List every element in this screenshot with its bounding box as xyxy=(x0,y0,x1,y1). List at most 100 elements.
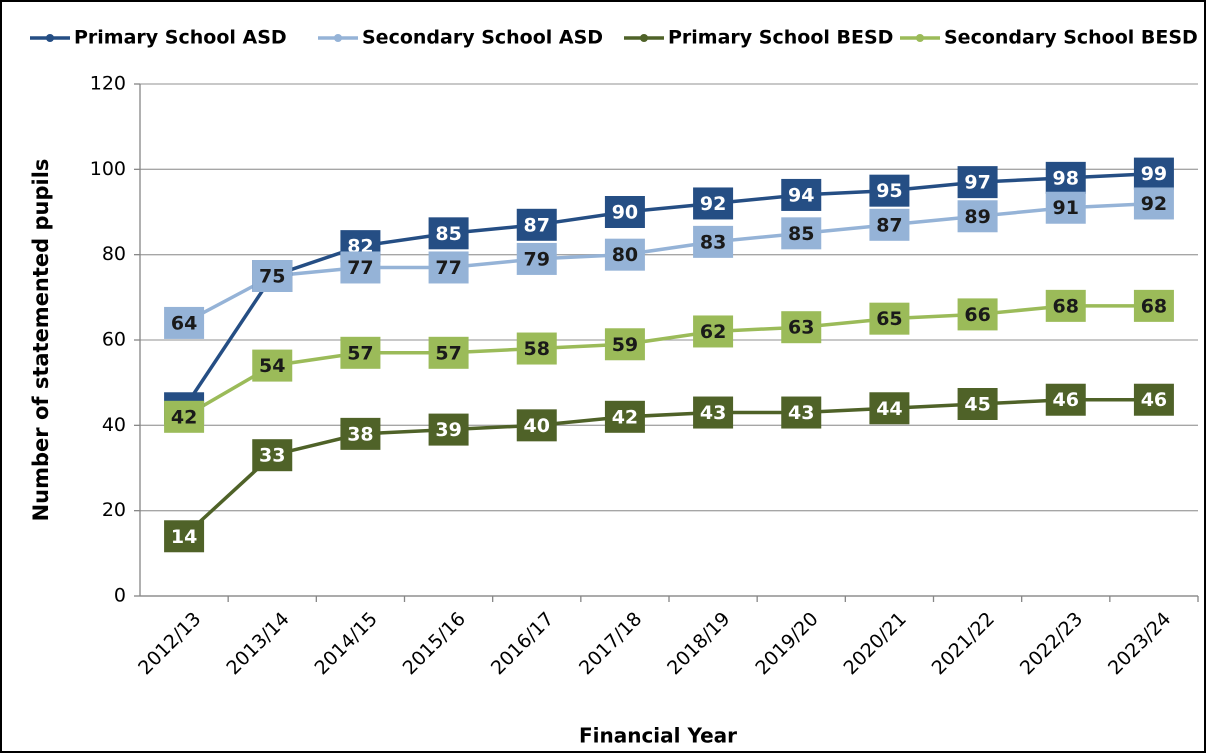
data-marker xyxy=(252,439,293,472)
data-marker xyxy=(428,217,469,250)
data-label: 85 xyxy=(788,223,814,245)
data-marker xyxy=(164,306,205,339)
data-label: 63 xyxy=(788,317,814,339)
data-label: 90 xyxy=(612,202,638,224)
data-marker xyxy=(516,332,557,365)
data-label: 79 xyxy=(524,248,550,270)
data-label: 44 xyxy=(876,398,902,420)
data-marker xyxy=(1045,383,1086,416)
data-label: 92 xyxy=(700,193,726,215)
data-marker xyxy=(869,392,910,425)
legend-label: Primary School ASD xyxy=(74,27,287,49)
data-marker xyxy=(340,336,381,369)
data-label: 46 xyxy=(1141,389,1167,411)
data-marker xyxy=(428,413,469,446)
data-marker xyxy=(693,187,734,220)
data-label: 95 xyxy=(876,180,902,202)
data-marker xyxy=(252,349,293,382)
data-marker xyxy=(957,388,998,420)
data-label: 33 xyxy=(259,445,285,467)
data-marker xyxy=(164,520,205,553)
y-tick-label: 40 xyxy=(102,414,126,436)
y-tick-label: 80 xyxy=(102,243,126,265)
data-marker xyxy=(164,400,205,433)
data-marker xyxy=(1133,289,1174,322)
data-marker xyxy=(1133,383,1174,416)
data-label: 92 xyxy=(1141,193,1167,215)
data-label: 59 xyxy=(612,334,638,356)
data-marker xyxy=(604,328,645,361)
data-marker xyxy=(516,409,557,442)
data-marker xyxy=(1045,289,1086,322)
data-marker xyxy=(340,417,381,450)
data-label: 98 xyxy=(1053,167,1079,189)
data-marker xyxy=(869,208,910,241)
data-label: 99 xyxy=(1141,163,1167,185)
data-label: 91 xyxy=(1053,197,1079,219)
data-label: 77 xyxy=(347,257,373,279)
y-tick-label: 120 xyxy=(90,73,126,95)
data-label: 54 xyxy=(259,355,285,377)
legend-marker xyxy=(46,34,54,42)
data-label: 46 xyxy=(1053,389,1079,411)
data-marker xyxy=(957,166,998,199)
data-label: 45 xyxy=(964,394,990,416)
data-marker xyxy=(604,196,645,228)
data-marker xyxy=(957,298,998,331)
data-marker xyxy=(869,302,910,335)
legend-marker xyxy=(334,34,342,42)
data-marker xyxy=(428,336,469,369)
data-marker xyxy=(1045,161,1086,194)
data-label: 42 xyxy=(612,406,638,428)
data-label: 40 xyxy=(524,415,550,437)
data-marker xyxy=(781,178,822,211)
legend-marker xyxy=(640,34,648,42)
data-label: 58 xyxy=(524,338,550,360)
data-marker xyxy=(693,225,734,258)
data-label: 68 xyxy=(1141,295,1167,317)
data-label: 80 xyxy=(612,244,638,266)
data-label: 43 xyxy=(788,402,814,424)
data-label: 43 xyxy=(700,402,726,424)
data-label: 68 xyxy=(1053,295,1079,317)
data-label: 14 xyxy=(171,526,197,548)
legend-marker xyxy=(916,34,924,42)
data-label: 57 xyxy=(347,342,373,364)
data-marker xyxy=(604,238,645,271)
y-tick-label: 20 xyxy=(102,499,126,521)
data-marker xyxy=(781,396,822,429)
data-marker xyxy=(428,251,469,284)
data-label: 87 xyxy=(524,214,550,236)
x-axis-title: Financial Year xyxy=(579,724,737,748)
data-label: 75 xyxy=(259,266,285,288)
y-axis-title: Number of statemented pupils xyxy=(29,159,53,522)
data-label: 97 xyxy=(964,172,990,194)
data-marker xyxy=(781,217,822,250)
data-marker xyxy=(693,315,734,348)
data-label: 77 xyxy=(435,257,461,279)
data-marker xyxy=(1133,187,1174,220)
data-marker xyxy=(1045,191,1086,224)
legend-label: Primary School BESD xyxy=(668,27,893,49)
data-marker xyxy=(693,396,734,429)
data-label: 94 xyxy=(788,184,814,206)
data-marker xyxy=(252,260,293,292)
y-tick-label: 60 xyxy=(102,329,126,351)
data-label: 42 xyxy=(171,406,197,428)
data-marker xyxy=(340,251,381,284)
data-marker xyxy=(604,400,645,433)
data-label: 89 xyxy=(964,206,990,228)
data-marker xyxy=(957,200,998,233)
data-marker xyxy=(516,208,557,241)
data-label: 38 xyxy=(347,423,373,445)
y-tick-label: 0 xyxy=(114,585,126,607)
data-label: 66 xyxy=(964,304,990,326)
data-label: 85 xyxy=(435,223,461,245)
data-marker xyxy=(1133,157,1174,190)
data-label: 83 xyxy=(700,231,726,253)
data-marker xyxy=(781,311,822,344)
legend-label: Secondary School ASD xyxy=(362,27,603,49)
data-label: 57 xyxy=(435,342,461,364)
